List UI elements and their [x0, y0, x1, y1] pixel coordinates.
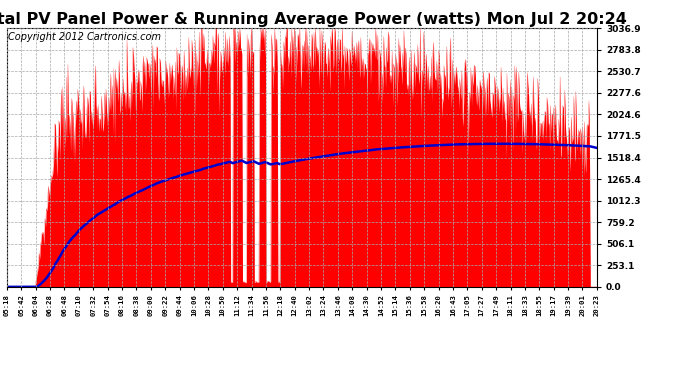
Title: Total PV Panel Power & Running Average Power (watts) Mon Jul 2 20:24: Total PV Panel Power & Running Average P… — [0, 12, 627, 27]
Text: Copyright 2012 Cartronics.com: Copyright 2012 Cartronics.com — [8, 32, 161, 42]
